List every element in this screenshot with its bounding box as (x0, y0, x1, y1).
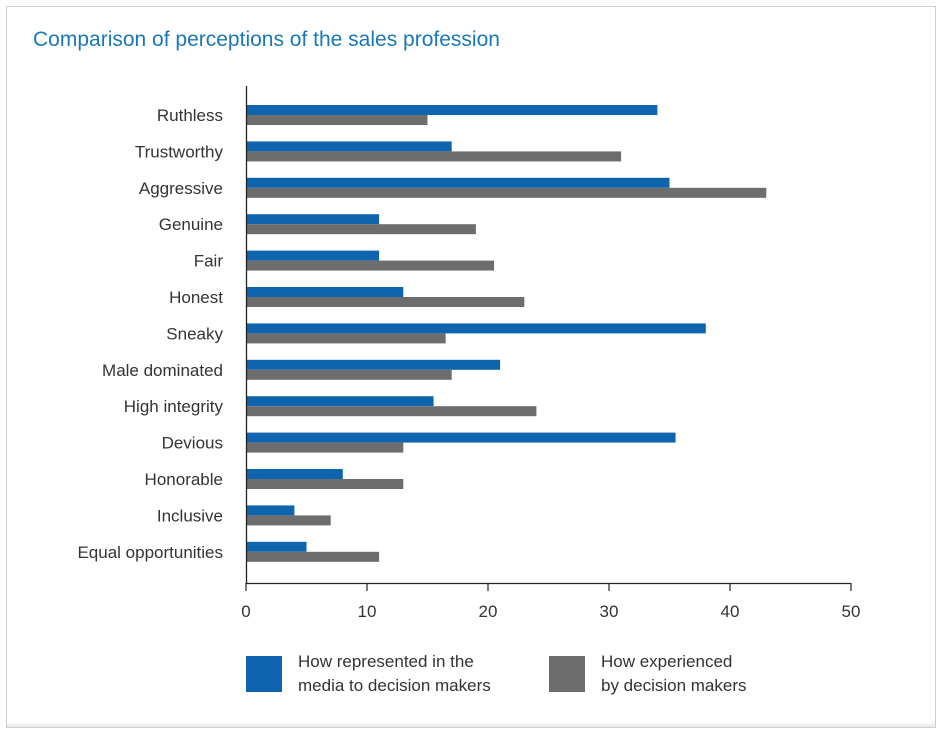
bar-experienced (247, 297, 525, 307)
category-label: Male dominated (102, 361, 223, 380)
bar-experienced (247, 224, 476, 235)
bar-experienced (247, 187, 767, 198)
bar-media (247, 469, 343, 479)
bar-media (247, 105, 658, 115)
legend-swatch-experienced (549, 656, 585, 692)
category-label: Inclusive (157, 506, 223, 525)
x-tick-label: 30 (600, 602, 619, 621)
x-tick-label: 10 (358, 602, 377, 621)
bar-experienced (247, 406, 537, 417)
x-tick-label: 0 (241, 602, 250, 621)
category-label: Ruthless (157, 106, 223, 125)
legend-label-media: How represented in the media to decision… (298, 650, 528, 698)
category-label: Fair (194, 252, 224, 271)
bar-media (247, 432, 676, 443)
bar-experienced (247, 369, 452, 380)
category-label: High integrity (124, 397, 224, 416)
bar-media (247, 505, 295, 516)
category-label: Honest (169, 288, 223, 307)
bar-media (247, 214, 380, 225)
category-label: Devious (162, 434, 223, 453)
legend-label-experienced: How experienced by decision makers (601, 650, 831, 698)
legend-swatch-media (246, 656, 282, 692)
bar-media (247, 177, 670, 188)
bar-media (247, 287, 404, 297)
bar-media (247, 141, 452, 152)
bar-experienced (247, 333, 446, 344)
legend-label-media-line2: media to decision makers (298, 676, 491, 695)
bar-media (247, 541, 307, 552)
category-label: Sneaky (166, 324, 223, 343)
chart-title: Comparison of perceptions of the sales p… (33, 28, 500, 51)
bar-experienced (247, 115, 428, 125)
legend-label-media-line1: How represented in the (298, 652, 474, 671)
bar-media (247, 250, 380, 261)
bar-media (247, 323, 706, 334)
category-label: Honorable (145, 470, 223, 489)
bar-experienced (247, 260, 495, 271)
bar-media (247, 359, 501, 370)
frame-bottom-shadow (7, 721, 935, 727)
bar-experienced (247, 151, 622, 162)
x-tick-label: 50 (842, 602, 861, 621)
category-label: Aggressive (139, 179, 223, 198)
x-tick-label: 20 (479, 602, 498, 621)
category-label: Trustworthy (135, 142, 224, 161)
legend-label-experienced-line2: by decision makers (601, 676, 747, 695)
bar-experienced (247, 442, 404, 453)
legend-label-experienced-line1: How experienced (601, 652, 733, 671)
bar-experienced (247, 551, 380, 562)
bar-experienced (247, 515, 331, 526)
bar-media (247, 396, 434, 407)
x-tick-label: 40 (721, 602, 740, 621)
category-label: Genuine (159, 215, 223, 234)
bar-experienced (247, 479, 404, 489)
category-label: Equal opportunities (77, 543, 223, 562)
